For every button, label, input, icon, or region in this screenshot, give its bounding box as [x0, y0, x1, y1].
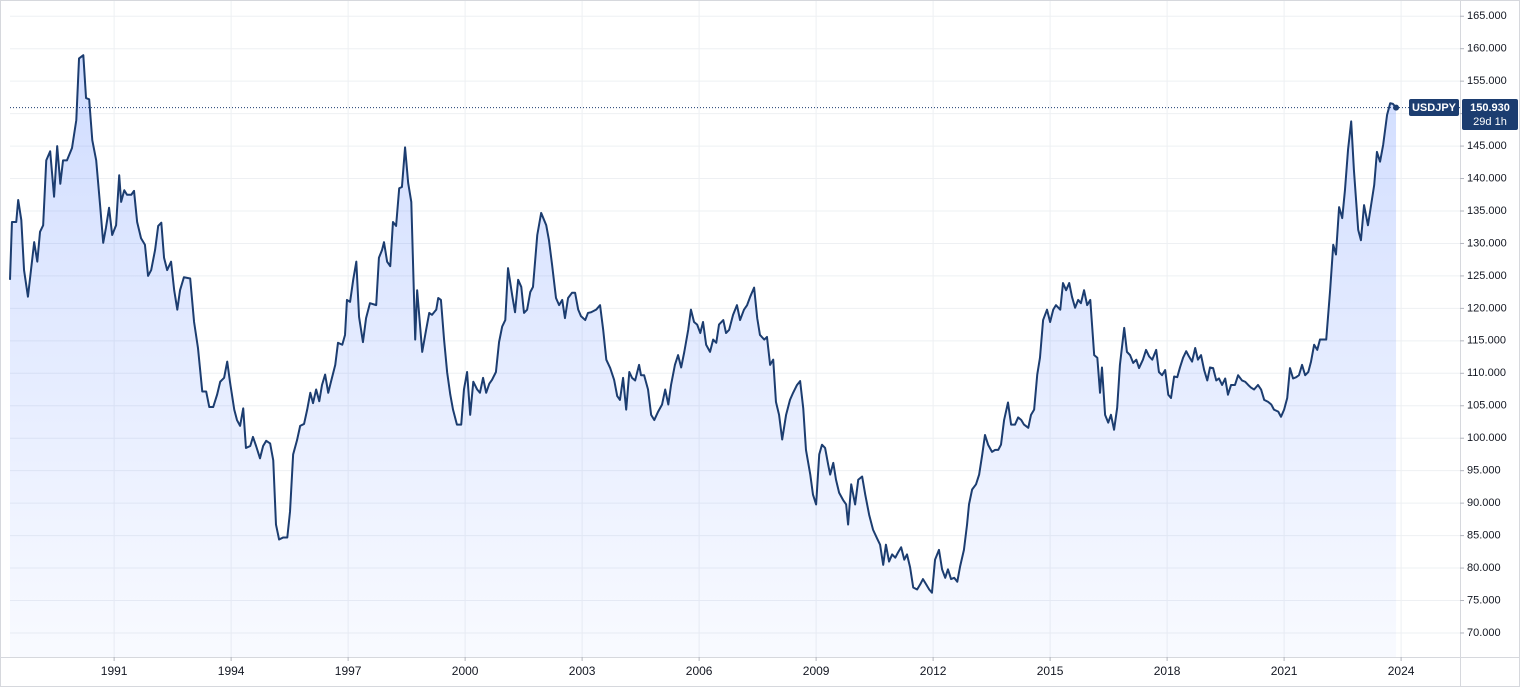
y-tick-label: 75.000 — [1467, 594, 1501, 606]
series-tag: USDJPY — [1412, 102, 1457, 114]
plot — [9, 54, 1460, 658]
y-tick-label: 80.000 — [1467, 562, 1501, 574]
x-tick-label: 2015 — [1037, 664, 1064, 678]
x-tick-label: 1991 — [101, 664, 128, 678]
y-tick-label: 120.000 — [1467, 302, 1507, 314]
x-tick-label: 2003 — [569, 664, 596, 678]
y-tick-label: 155.000 — [1467, 75, 1507, 87]
y-tick-label: 135.000 — [1467, 205, 1507, 217]
price-tag: 150.930 — [1470, 102, 1510, 114]
y-tick-label: 90.000 — [1467, 497, 1501, 509]
x-tick-label: 2000 — [452, 664, 479, 678]
x-tick-label: 1997 — [335, 664, 362, 678]
axes: 70.000 75.000 80.000 85.000 90.000 95.000 100.… — [101, 10, 1507, 678]
y-tick-label: 145.000 — [1467, 140, 1507, 152]
price-line — [9, 54, 1397, 594]
last-point — [1393, 104, 1400, 111]
y-tick-label: 160.000 — [1467, 43, 1507, 55]
countdown: 29d 1h — [1473, 116, 1507, 128]
x-tick-label: 2018 — [1154, 664, 1181, 678]
y-tick-label: 115.000 — [1467, 335, 1506, 347]
series-tag-box — [1409, 99, 1459, 116]
y-tick-label: 100.000 — [1467, 432, 1507, 444]
price-tags: USDJPY 150.930 29d 1h — [1409, 99, 1518, 130]
x-tick-label: 2006 — [686, 664, 713, 678]
x-tick-label: 2021 — [1271, 664, 1298, 678]
y-tick-label: 165.000 — [1467, 10, 1507, 22]
price-tag-box — [1462, 99, 1518, 130]
y-tick-label: 70.000 — [1467, 627, 1501, 639]
y-tick-label: 130.000 — [1467, 237, 1507, 249]
y-tick-label: 95.000 — [1467, 465, 1501, 477]
y-tick-label: 125.000 — [1467, 270, 1507, 282]
y-tick-label: 140.000 — [1467, 172, 1507, 184]
y-tick-label: 105.000 — [1467, 400, 1507, 412]
y-tick-label: 85.000 — [1467, 530, 1501, 542]
y-tick-label: 110.000 — [1467, 367, 1506, 379]
x-tick-label: 2024 — [1388, 664, 1415, 678]
x-tick-label: 2009 — [803, 664, 830, 678]
x-tick-label: 2012 — [920, 664, 947, 678]
x-tick-label: 1994 — [218, 664, 245, 678]
area-fill — [10, 55, 1397, 658]
